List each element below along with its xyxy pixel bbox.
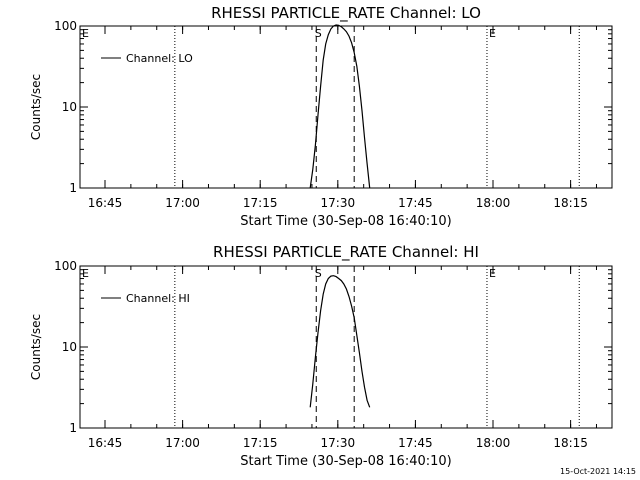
chart-panel-hi: RHESSI PARTICLE_RATE Channel: HI 16:45 17:… <box>29 243 613 469</box>
chart-title: RHESSI PARTICLE_RATE Channel: LO <box>211 4 481 23</box>
chart-panel-lo: RHESSI PARTICLE_RATE Channel: LO 16:45 17:… <box>29 4 613 229</box>
x-tick-label: 17:45 <box>398 436 433 450</box>
y-axis-label: Counts/sec <box>29 74 43 140</box>
marker-label: E <box>82 27 89 40</box>
x-tick-label: 18:00 <box>476 196 511 210</box>
x-tick-label: 17:15 <box>243 436 278 450</box>
x-tick-label: 17:30 <box>321 196 356 210</box>
legend-label: Channel: HI <box>126 292 190 305</box>
x-tick-label: 16:45 <box>88 436 123 450</box>
marker-label: E <box>82 267 89 280</box>
x-axis-label: Start Time (30-Sep-08 16:40:10) <box>240 214 451 229</box>
series-line <box>309 275 371 408</box>
x-tick-label: 18:15 <box>553 436 588 450</box>
plot-frame <box>79 25 613 189</box>
y-tick-label: 100 <box>54 259 77 273</box>
chart-title: RHESSI PARTICLE_RATE Channel: HI <box>213 243 479 262</box>
marker-label: S <box>315 27 322 40</box>
y-tick-label: 10 <box>62 340 77 354</box>
x-tick-label: 17:15 <box>243 196 278 210</box>
y-tick-label: 10 <box>62 100 77 114</box>
x-tick-label: 16:45 <box>88 196 123 210</box>
y-axis-label: Counts/sec <box>29 314 43 380</box>
legend-label: Channel: LO <box>126 52 193 65</box>
x-axis-label: Start Time (30-Sep-08 16:40:10) <box>240 454 451 469</box>
x-tick-label: 17:30 <box>321 436 356 450</box>
marker-label: E <box>489 27 496 40</box>
x-tick-label: 17:45 <box>398 196 433 210</box>
x-tick-label: 18:00 <box>476 436 511 450</box>
marker-label: E <box>489 267 496 280</box>
marker-label: S <box>315 267 322 280</box>
x-tick-label: 17:00 <box>165 196 200 210</box>
plot-frame <box>79 265 613 429</box>
y-tick-label: 1 <box>69 181 77 195</box>
series-line <box>309 24 371 189</box>
y-tick-label: 100 <box>54 19 77 33</box>
x-tick-label: 17:00 <box>165 436 200 450</box>
x-tick-label: 18:15 <box>553 196 588 210</box>
footer-timestamp: 15-Oct-2021 14:15 <box>560 467 636 476</box>
y-tick-label: 1 <box>69 421 77 435</box>
